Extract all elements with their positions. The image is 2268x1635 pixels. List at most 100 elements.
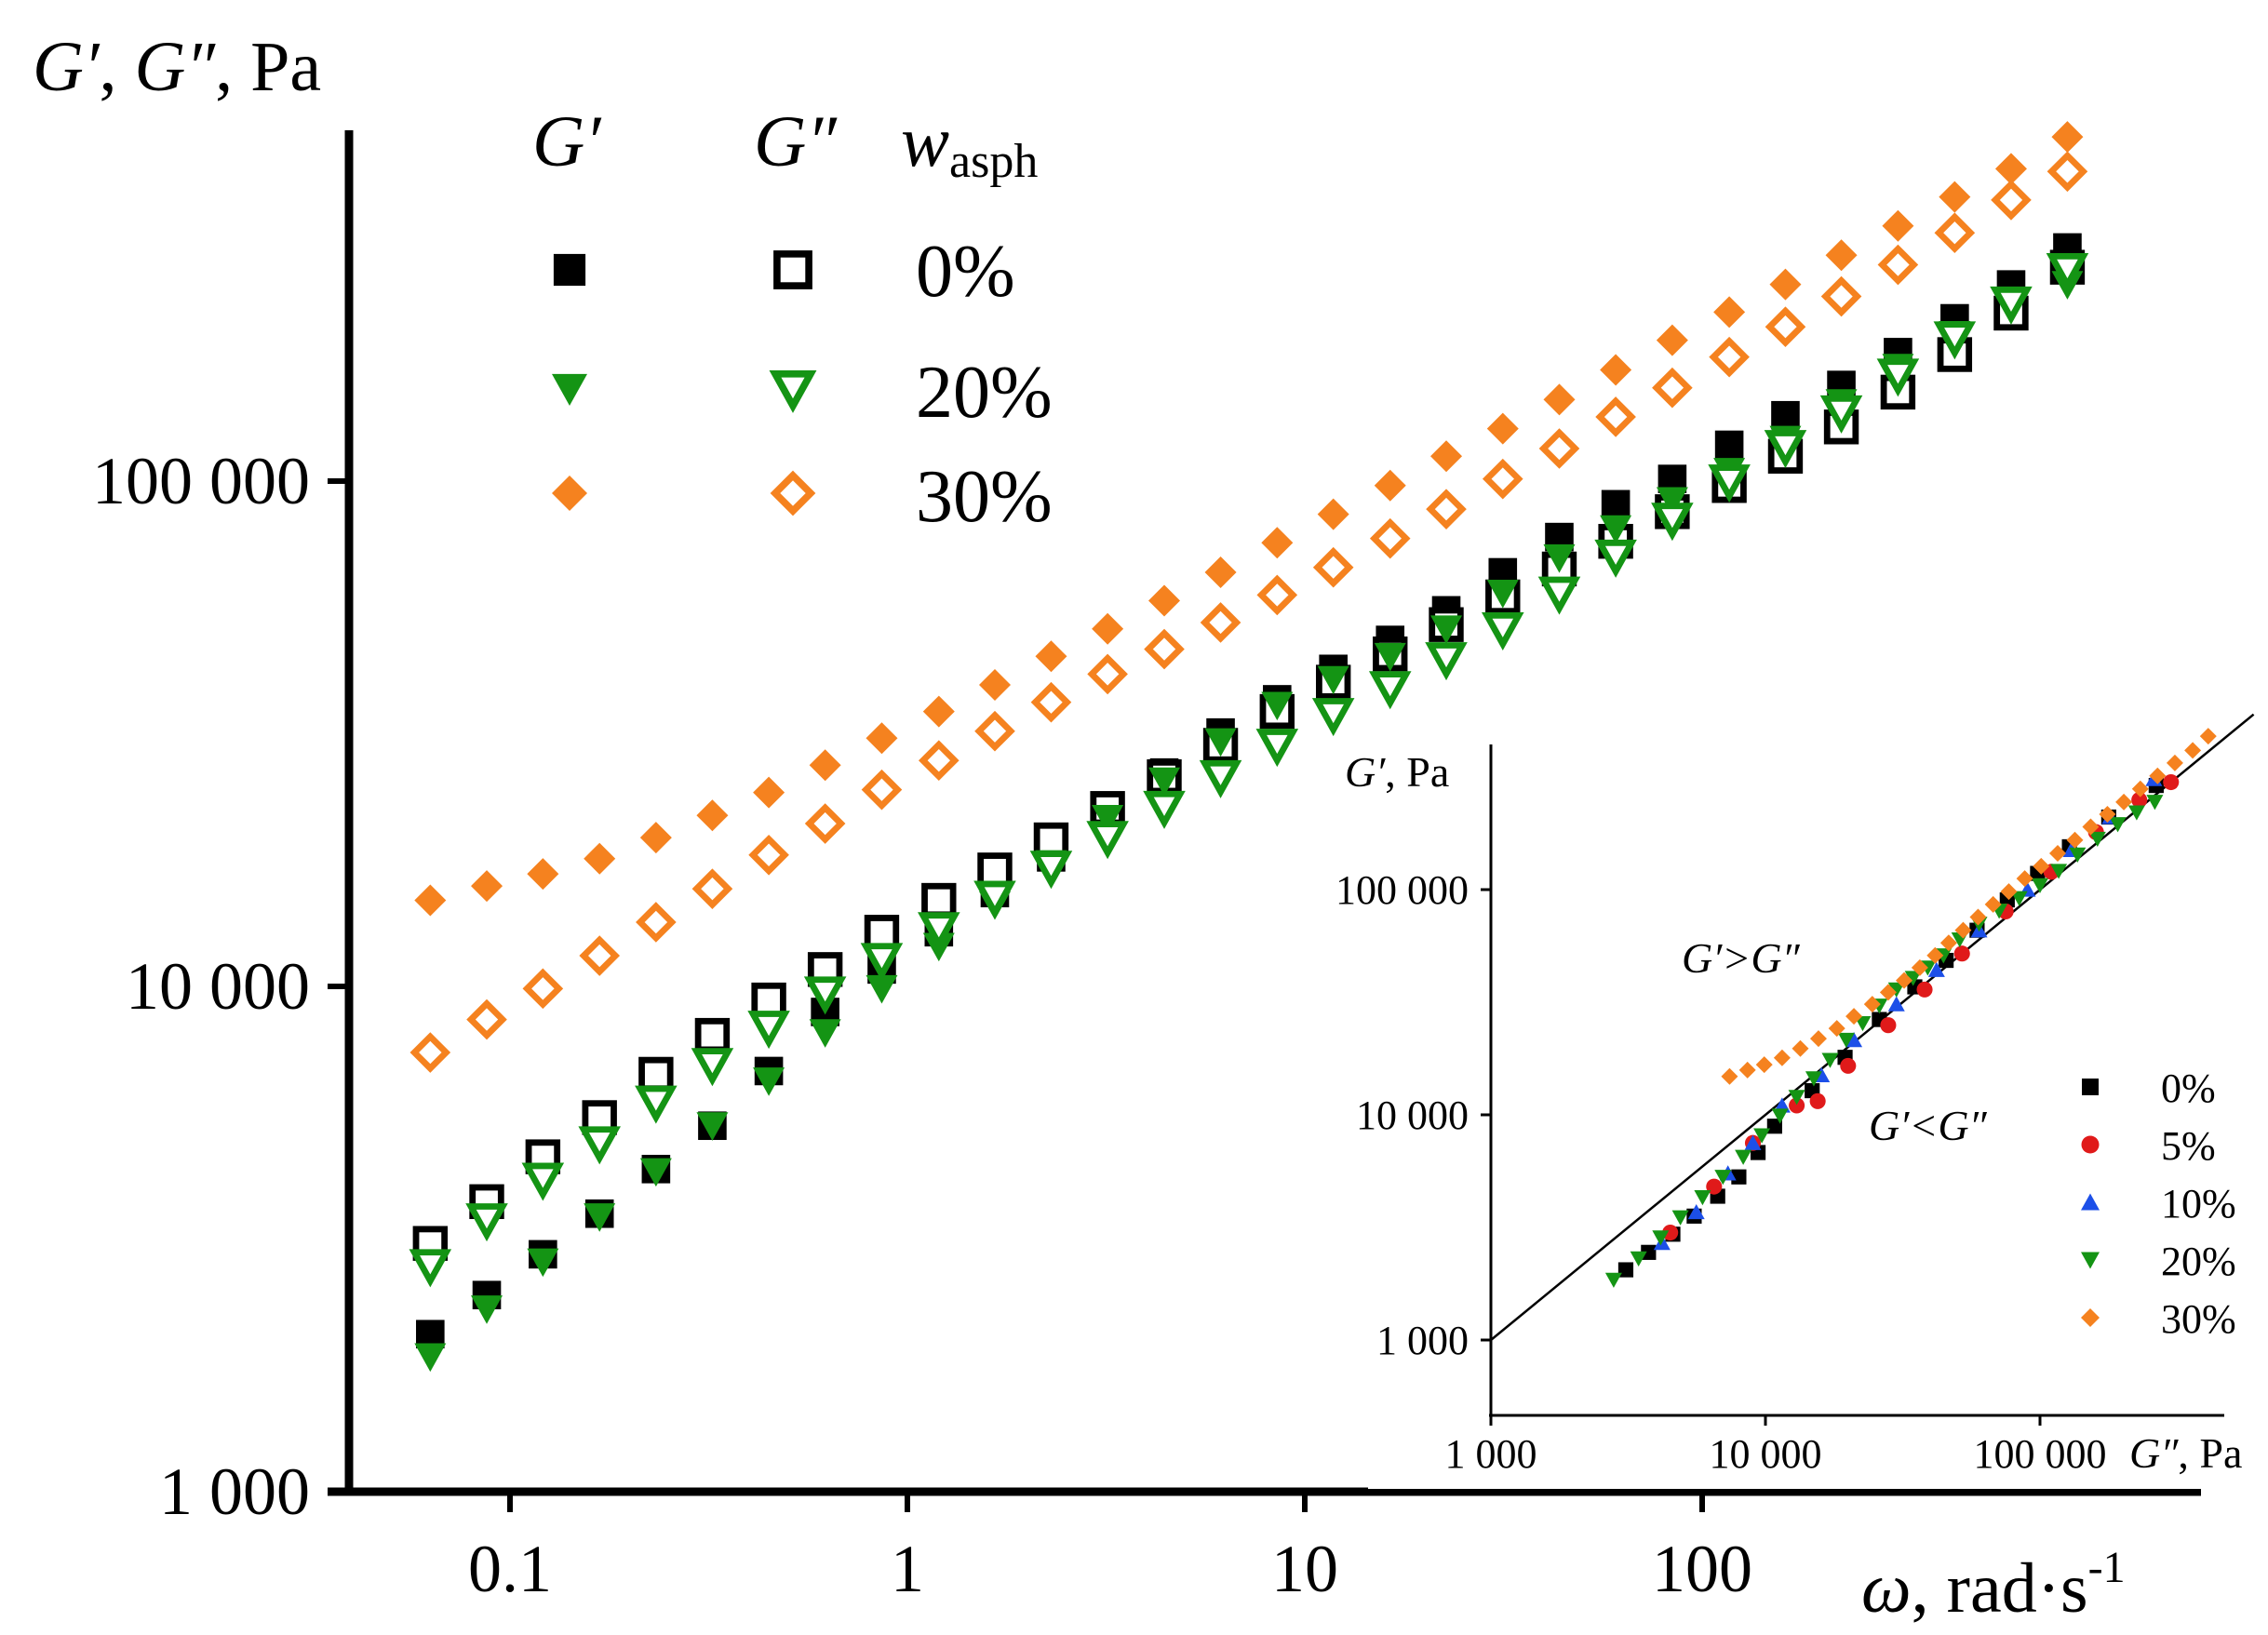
data-point [1092,805,1124,834]
data-point [1537,576,1581,615]
inset-data-point [1880,1017,1897,1034]
data-point [414,884,447,917]
legend-marker-open [773,250,812,289]
inset-data-point [2109,817,2127,833]
inset-data-point [2066,831,2084,849]
data-point [1087,653,1128,695]
legend-markers [552,250,817,516]
data-point [1656,487,1688,516]
x-tick-label: 10 [1271,1532,1338,1606]
data-point [1600,515,1632,544]
data-point [1311,698,1355,737]
x-tick-label: 0.1 [468,1532,552,1606]
data-point [691,1048,734,1087]
inset-data-point [2127,805,2145,821]
inset-data-point [1788,1090,1805,1106]
data-point [579,935,621,976]
inset-data-point [1641,1244,1657,1260]
data-point [578,1126,621,1165]
data-point [1877,244,1919,286]
legend-label-0: 0% [916,231,1015,313]
main-legend: G′ G″ wasph 0% 20% 30% [532,101,1053,538]
data-point [1594,539,1637,578]
legend-label-20: 20% [916,352,1053,434]
data-point [694,1017,731,1053]
inset-data-point [2010,891,2028,906]
data-point [978,669,1011,702]
data-point [1029,851,1073,890]
inset-chart: 1 000 10 000 100 000 1 000 10 000 100 000 G′,… [1335,713,2261,1489]
data-point [584,1203,616,1232]
data-point [921,882,957,918]
data-point [1876,358,1920,397]
data-point [1708,464,1751,503]
inset-data-point [1753,1128,1771,1144]
inset-data-point [1792,1039,1809,1057]
data-point [866,722,898,755]
data-point [977,852,1013,888]
series-g-30- [414,121,2084,917]
inset-data-point [2146,795,2164,811]
data-point [922,695,955,728]
data-point [1486,412,1519,445]
inset-data-point [1845,1031,1863,1048]
data-point [1543,543,1576,573]
inset-data-point [1773,1049,1791,1066]
data-point [1092,612,1124,645]
inset-data-point [2082,818,2100,836]
data-point [1426,489,1467,529]
data-point [409,1032,451,1073]
inset-data-point [1916,981,1933,998]
data-point [636,902,677,943]
data-point [1990,286,2033,325]
data-point [809,1019,841,1048]
inset-data-point [2184,742,2202,759]
inset-data-point [2033,857,2050,875]
data-point [1482,611,1524,650]
y-tick-label: 10 000 [126,949,310,1024]
inset-data-point [1984,895,2002,913]
inset-y-tick-label: 1 000 [1376,1318,1469,1363]
data-point [1601,489,1631,519]
data-point [1991,180,2032,221]
data-point [1482,458,1523,500]
data-point [1994,153,2027,185]
data-point [1086,821,1129,860]
inset-data-point [1927,961,1945,977]
inset-data-point [2163,773,2180,791]
inset-data-point [1694,1190,1711,1206]
legend-header-g1: G′ [532,101,602,181]
inset-legend-marker [2081,1135,2100,1154]
data-point [2047,151,2088,193]
data-point [751,982,786,1018]
inset-ticks: 1 000 10 000 100 000 1 000 10 000 100 000 [1335,867,2107,1477]
data-point [1200,602,1241,643]
inset-data-point [2088,831,2106,848]
data-point [522,968,564,1010]
inset-y-tick-label: 10 000 [1356,1092,1469,1138]
inset-data-points [1604,728,2217,1288]
data-point [465,1203,508,1242]
data-point [1765,306,1806,348]
series-g-30- [409,151,2088,1073]
data-point [696,799,729,832]
inset-data-point [1731,1169,1747,1185]
data-point [1035,640,1067,673]
main-axes [328,130,2201,1496]
inset-data-point [1652,1230,1670,1246]
inset-data-point [2199,728,2217,745]
data-point [1317,498,1349,530]
main-data-points [409,121,2089,1373]
data-point [753,776,785,809]
inset-legend-marker [2082,1079,2099,1095]
inset-legend: 0% 5% 10% 20% 30% [2081,1065,2236,1342]
inset-data-point [1805,1071,1822,1087]
data-point [860,943,904,982]
y-tick-label: 100 000 [92,444,310,518]
inset-data-point [2016,870,2033,888]
inset-data-point [1809,1092,1826,1109]
inset-data-point [1954,921,1972,939]
data-point [1595,396,1636,437]
data-point [1430,615,1463,644]
legend-header-g2: G″ [754,101,838,181]
